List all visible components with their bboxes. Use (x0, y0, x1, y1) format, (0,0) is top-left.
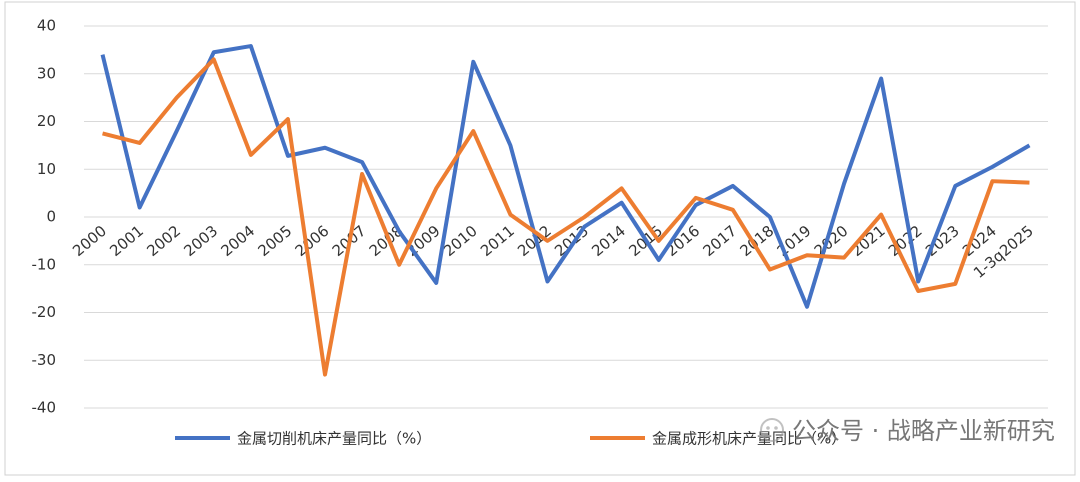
legend-label: 金属成形机床产量同比（%） (652, 430, 846, 448)
y-tick-label: 0 (46, 208, 56, 226)
y-tick-label: -40 (32, 399, 57, 417)
y-tick-label: 20 (37, 112, 56, 130)
legend-label: 金属切削机床产量同比（%） (237, 430, 431, 448)
y-tick-label: -20 (32, 303, 57, 321)
y-tick-label: -30 (32, 351, 57, 369)
series-line (100, 44, 1031, 309)
y-tick-label: 30 (37, 64, 56, 82)
series-line (102, 57, 1030, 377)
y-tick-label: 40 (37, 17, 56, 35)
y-tick-label: 10 (37, 160, 56, 178)
chart-frame (4, 1, 1076, 476)
y-tick-label: -10 (32, 255, 57, 273)
watermark: 公众号 · 战略产业新研究 (792, 417, 1055, 445)
watermark-icon (760, 418, 784, 442)
